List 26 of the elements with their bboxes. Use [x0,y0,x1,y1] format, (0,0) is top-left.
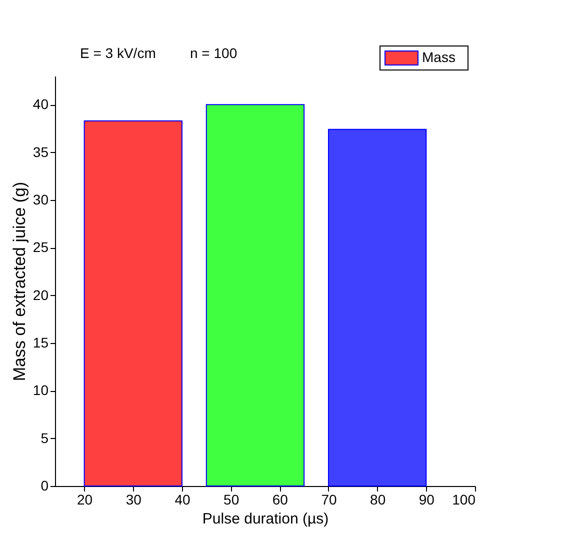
x-tick-label: 70 [321,492,337,508]
y-tick-label: 0 [40,478,49,494]
x-tick-label: 60 [272,492,288,508]
bar [84,120,182,486]
x-tick-label: 90 [418,492,435,508]
bar [206,104,305,486]
y-tick-label: 30 [32,191,49,208]
legend-label: Mass [422,49,456,65]
x-tick-label: 30 [126,492,142,508]
y-tick-label: 25 [32,239,49,256]
y-tick-label: 15 [32,334,49,350]
text: n = 100 [190,45,238,61]
x-tick-label: 20 [77,492,93,508]
text: E = 3 kV/cm [80,45,156,61]
x-tick-label: 50 [224,492,240,508]
x-tick-label: 100 [452,492,476,508]
y-tick-label: 35 [32,144,49,160]
x-tick-label: 40 [174,492,190,508]
y-tick-label: 10 [32,382,49,398]
y-tick-label: 20 [32,286,49,303]
y-axis-title: Mass of extracted juice (g) [10,182,29,382]
bar [328,128,427,486]
y-tick-label: 5 [40,430,49,446]
y-tick-label: 40 [32,96,49,112]
x-axis-title: Pulse duration (µs) [202,510,329,528]
x-tick-label: 80 [370,492,386,508]
